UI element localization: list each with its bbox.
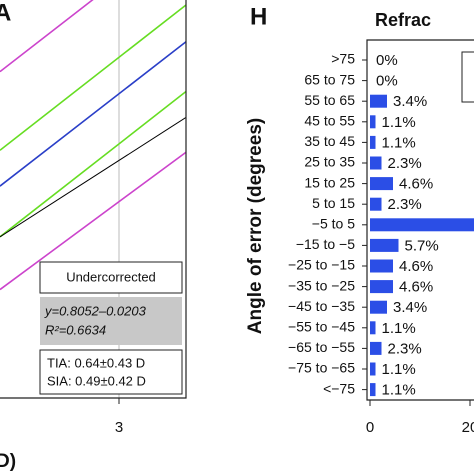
y-tick-label: 45 to 55 xyxy=(304,113,355,129)
regression-line xyxy=(0,4,186,151)
regression-line xyxy=(0,116,186,238)
value-label: 4.6% xyxy=(399,176,433,193)
plot-area xyxy=(0,0,186,398)
bar xyxy=(370,259,393,273)
y-tick-label: −75 to −65 xyxy=(288,360,355,376)
y-tick-label: 5 to 15 xyxy=(312,195,355,211)
y-tick-label: −45 to −35 xyxy=(288,298,355,314)
annotation: SIA: 0.49±0.42 D xyxy=(47,373,146,388)
plot-frame xyxy=(0,0,187,399)
y-tick-label: −35 to −25 xyxy=(288,277,355,293)
y-tick-label: −25 to −15 xyxy=(288,257,355,273)
y-tick-label: <−75 xyxy=(323,380,355,396)
stats-box xyxy=(39,349,183,395)
bar xyxy=(370,238,399,252)
bar xyxy=(370,135,376,149)
value-label: 1.1% xyxy=(382,134,416,151)
y-tick-label: >75 xyxy=(331,51,355,67)
panel-label: A xyxy=(0,0,11,26)
value-label: 5.7% xyxy=(405,237,439,254)
equation-box xyxy=(40,297,182,345)
plot-frame xyxy=(366,39,474,401)
value-label: 2.3% xyxy=(388,196,422,213)
regression-line xyxy=(0,41,186,187)
bar xyxy=(370,280,393,294)
x-tick-label: 20 xyxy=(462,419,474,436)
bar xyxy=(370,115,376,129)
plot-area xyxy=(370,94,474,397)
annotation: TIA: 0.64±0.43 D xyxy=(47,355,145,370)
chart-title: Refrac xyxy=(375,10,431,30)
x-axis-label: D) xyxy=(0,451,16,472)
value-label: 1.1% xyxy=(382,361,416,378)
bar xyxy=(370,94,387,108)
bar xyxy=(370,177,393,191)
bar xyxy=(370,156,382,170)
annotation: Undercorrected xyxy=(66,269,156,284)
y-tick-label: 15 to 25 xyxy=(304,174,355,190)
annotation: R²=0.6634 xyxy=(45,322,106,337)
y-tick-label: −65 to −55 xyxy=(288,339,355,355)
bar xyxy=(370,300,387,314)
value-label: 4.6% xyxy=(399,258,433,275)
bar xyxy=(370,341,382,355)
bar xyxy=(370,362,376,376)
y-tick-label: 35 to 45 xyxy=(304,133,355,149)
regression-line xyxy=(0,0,94,73)
value-label: 2.3% xyxy=(388,340,422,357)
annotation: y=0.8052–0.0203 xyxy=(44,303,147,318)
value-label: 2.3% xyxy=(388,155,422,172)
value-label: 1.1% xyxy=(382,382,416,399)
value-label: 3.4% xyxy=(393,93,427,110)
bar xyxy=(370,218,474,232)
x-tick-label: 0 xyxy=(366,419,374,436)
x-tick-label: 3 xyxy=(115,419,123,436)
legend-box xyxy=(39,261,183,294)
legend-box-partial xyxy=(461,51,474,103)
bar xyxy=(370,197,382,211)
y-tick-label: −55 to −45 xyxy=(288,319,355,335)
panel-label: H xyxy=(250,3,267,30)
value-label: 1.1% xyxy=(382,114,416,131)
y-tick-label: 25 to 35 xyxy=(304,154,355,170)
value-label: 1.1% xyxy=(382,320,416,337)
bar xyxy=(370,321,376,335)
y-tick-label: 55 to 65 xyxy=(304,92,355,108)
value-label: 0% xyxy=(376,52,398,69)
y-tick-label: −15 to −5 xyxy=(296,236,355,252)
value-label: 0% xyxy=(376,73,398,90)
value-label: 4.6% xyxy=(399,279,433,296)
bar xyxy=(370,383,376,397)
value-label: 3.4% xyxy=(393,299,427,316)
regression-line xyxy=(0,151,186,291)
y-tick-label: −5 to 5 xyxy=(312,216,355,232)
y-axis-label: Angle of error (degrees) xyxy=(245,118,266,334)
y-tick-label: 65 to 75 xyxy=(304,71,355,87)
regression-line xyxy=(0,90,186,238)
